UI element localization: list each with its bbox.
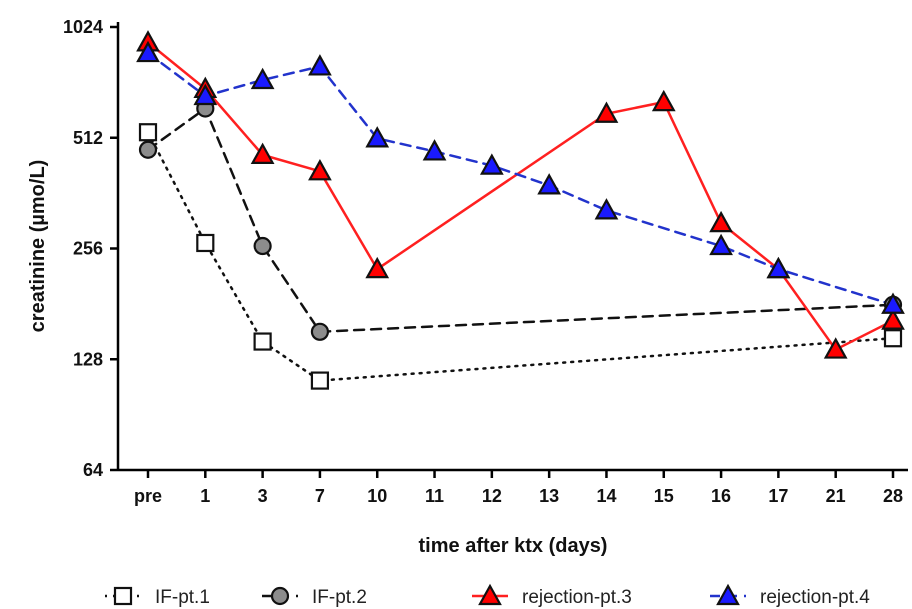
x-tick-label: 15 bbox=[654, 486, 674, 506]
legend-label: rejection-pt.3 bbox=[522, 587, 632, 608]
legend-swatch-marker bbox=[716, 583, 740, 606]
y-tick-label: 1024 bbox=[63, 17, 103, 37]
if-pt-1-point bbox=[138, 123, 158, 142]
y-tick-label: 128 bbox=[73, 349, 103, 369]
legend-swatch-marker bbox=[478, 583, 502, 606]
rejection-pt-4-point bbox=[193, 83, 218, 106]
y-tick-label: 512 bbox=[73, 128, 103, 148]
x-ticks: pre 1 3 7 10 11 12 13 14 15 16 17 21 28 bbox=[134, 470, 903, 506]
y-tick-label: 64 bbox=[83, 460, 103, 480]
rejection-pt-4-point bbox=[308, 54, 332, 76]
rejection-pt-4-point bbox=[537, 173, 562, 195]
if-pt-2-point bbox=[138, 140, 158, 159]
y-ticks: 64 128 256 512 1024 bbox=[63, 17, 118, 480]
legend-swatch-marker bbox=[270, 586, 290, 606]
axes bbox=[116, 22, 908, 472]
x-tick-label: 13 bbox=[539, 486, 559, 506]
if-pt-2-point bbox=[253, 236, 272, 256]
x-tick-label: 21 bbox=[826, 486, 846, 506]
legend: IF-pt.1 IF-pt.2 rejection-pt.3 rejection-pt… bbox=[105, 583, 870, 608]
if-pt-2-point bbox=[310, 322, 330, 341]
legend-label: IF-pt.2 bbox=[312, 587, 367, 608]
x-tick-label: 11 bbox=[425, 486, 444, 506]
legend-label: IF-pt.1 bbox=[155, 587, 210, 608]
legend-label: rejection-pt.4 bbox=[760, 587, 870, 608]
y-tick-label: 256 bbox=[73, 239, 103, 259]
if-pt-1-point bbox=[196, 233, 215, 253]
rejection-pt-3-point bbox=[594, 101, 619, 123]
x-tick-label: 3 bbox=[258, 486, 268, 506]
x-tick-label: 1 bbox=[200, 486, 210, 506]
rejection-pt-4-point bbox=[365, 126, 390, 148]
rejection-pt-4-point bbox=[479, 153, 504, 175]
x-tick-label: 10 bbox=[367, 486, 387, 506]
x-tick-label: pre bbox=[134, 486, 162, 506]
x-tick-label: 17 bbox=[768, 486, 788, 506]
rejection-pt-4-line bbox=[146, 51, 895, 307]
x-tick-label: 14 bbox=[596, 486, 616, 506]
if-pt-1-point bbox=[883, 329, 903, 348]
rejection-pt-3-point bbox=[823, 337, 848, 359]
x-axis-title: time after ktx (days) bbox=[419, 535, 608, 557]
rejection-pt-3-point bbox=[651, 89, 676, 112]
rejection-pt-4-point bbox=[250, 67, 275, 90]
x-tick-label: 16 bbox=[711, 486, 731, 506]
if-pt-2-line bbox=[146, 106, 895, 334]
rejection-pt-3-point bbox=[881, 308, 905, 330]
if-pt-1-point bbox=[253, 332, 272, 351]
rejection-pt-3-point bbox=[250, 142, 275, 164]
if-pt-1-point bbox=[310, 371, 330, 390]
x-tick-label: 7 bbox=[315, 486, 325, 506]
if-pt-1-line bbox=[146, 130, 895, 382]
series-markers bbox=[136, 30, 905, 390]
rejection-pt-4-point bbox=[766, 256, 791, 279]
x-tick-label: 28 bbox=[883, 486, 903, 506]
rejection-pt-3-point bbox=[709, 210, 733, 233]
rejection-pt-4-point bbox=[422, 139, 447, 161]
rejection-pt-3-point bbox=[308, 159, 332, 181]
x-tick-label: 12 bbox=[482, 486, 502, 506]
rejection-pt-4-point bbox=[136, 40, 160, 63]
legend-swatch-marker bbox=[113, 586, 133, 606]
y-axis-title: creatinine (µmo/L) bbox=[27, 160, 49, 333]
series-lines bbox=[146, 41, 895, 382]
rejection-pt-4-point bbox=[881, 292, 905, 314]
rejection-pt-4-point bbox=[594, 198, 619, 220]
rejection-pt-3-point bbox=[365, 256, 390, 279]
rejection-pt-4-point bbox=[709, 233, 733, 256]
